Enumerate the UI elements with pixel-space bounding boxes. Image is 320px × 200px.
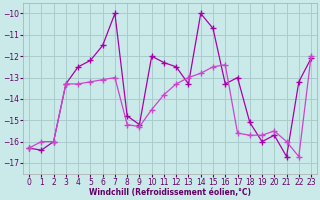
X-axis label: Windchill (Refroidissement éolien,°C): Windchill (Refroidissement éolien,°C) <box>89 188 251 197</box>
